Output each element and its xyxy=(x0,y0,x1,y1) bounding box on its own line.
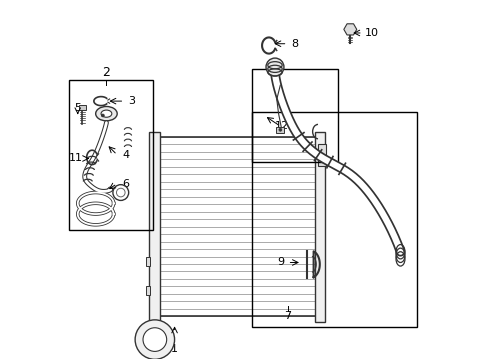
Ellipse shape xyxy=(101,110,112,117)
Bar xyxy=(158,137,316,316)
Bar xyxy=(276,127,284,134)
Text: 4: 4 xyxy=(122,150,129,160)
Text: 3: 3 xyxy=(128,96,135,106)
Ellipse shape xyxy=(96,107,117,121)
Text: 10: 10 xyxy=(364,28,378,38)
Circle shape xyxy=(142,328,166,351)
Circle shape xyxy=(135,320,174,359)
Bar xyxy=(145,257,150,266)
Bar xyxy=(314,132,325,321)
Text: 11: 11 xyxy=(69,153,83,163)
Bar xyxy=(317,144,325,166)
Circle shape xyxy=(101,114,104,117)
Text: 8: 8 xyxy=(290,39,298,49)
Bar xyxy=(69,80,153,230)
Circle shape xyxy=(278,129,281,131)
Bar xyxy=(158,137,316,316)
Bar xyxy=(251,69,337,162)
Text: 6: 6 xyxy=(122,179,129,189)
Text: 7: 7 xyxy=(284,311,290,321)
Text: 2: 2 xyxy=(102,66,110,79)
Bar xyxy=(251,112,416,327)
Text: 1: 1 xyxy=(171,343,178,354)
Text: 5: 5 xyxy=(74,103,81,113)
Text: 12: 12 xyxy=(275,121,288,131)
Bar xyxy=(149,132,159,321)
Bar xyxy=(79,105,85,110)
Text: 9: 9 xyxy=(276,257,284,267)
Bar xyxy=(145,286,150,295)
Circle shape xyxy=(265,58,284,76)
